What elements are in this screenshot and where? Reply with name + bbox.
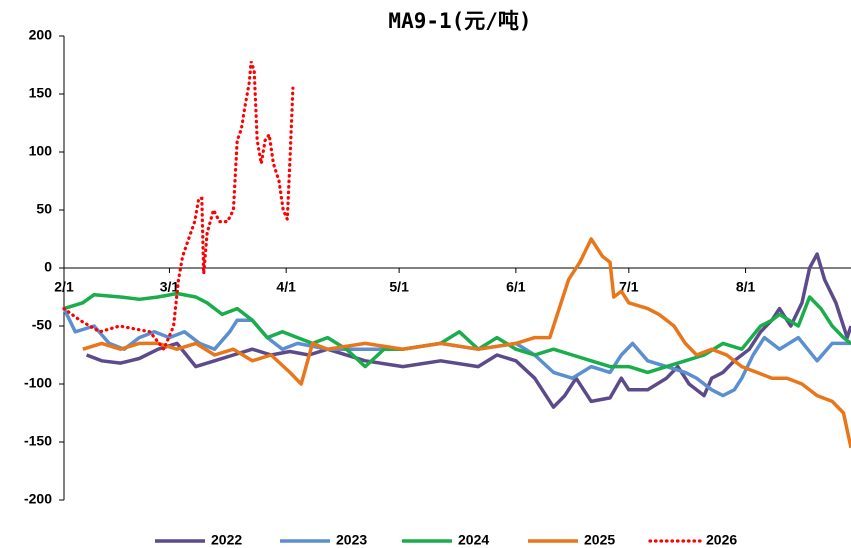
y-tick-label: 0	[44, 259, 52, 275]
legend-label: 2026	[706, 532, 737, 548]
y-tick-label: -200	[24, 491, 52, 507]
y-tick-label: -100	[24, 375, 52, 391]
legend-label: 2023	[336, 532, 367, 548]
series-line	[85, 252, 851, 409]
x-tick-label: 5/1	[389, 279, 409, 295]
y-tick-label: 50	[36, 201, 52, 217]
y-tick-label: -150	[24, 433, 52, 449]
y-tick-label: 100	[29, 143, 53, 159]
x-tick-label: 4/1	[276, 279, 296, 295]
y-tick-label: 200	[29, 27, 53, 43]
legend-label: 2022	[211, 532, 242, 548]
series-line	[82, 237, 851, 449]
series-line	[62, 60, 295, 353]
legend-label: 2025	[584, 532, 615, 548]
x-tick-label: 3/1	[160, 279, 180, 295]
x-tick-label: 7/1	[619, 279, 639, 295]
x-tick-label: 6/1	[506, 279, 526, 295]
x-tick-label: 2/1	[54, 279, 74, 295]
legend-label: 2024	[458, 532, 489, 548]
chart-title: MA9-1(元/吨)	[388, 9, 531, 33]
y-tick-label: -50	[32, 317, 52, 333]
y-tick-label: 150	[29, 85, 53, 101]
x-tick-label: 8/1	[736, 279, 756, 295]
